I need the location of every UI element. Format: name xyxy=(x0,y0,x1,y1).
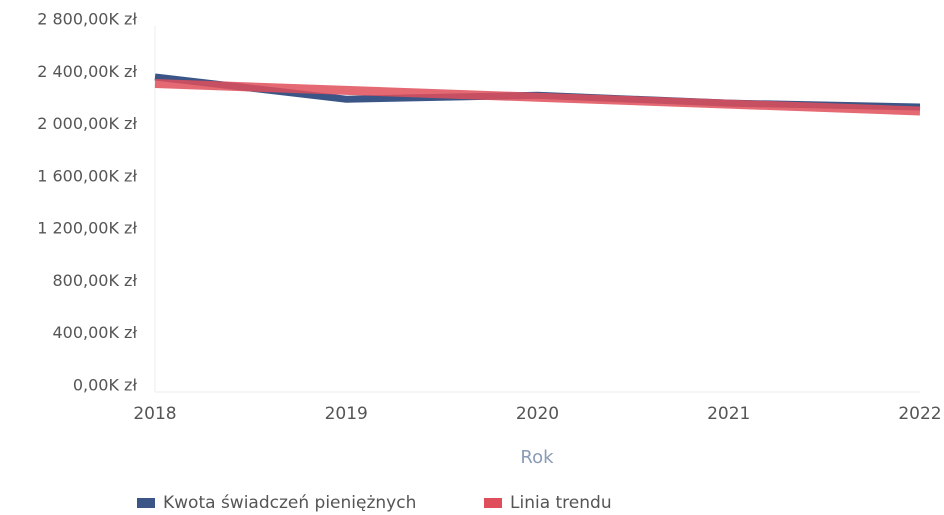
legend-label: Linia trendu xyxy=(510,493,612,513)
series-line xyxy=(154,79,921,116)
x-tick-label: 2022 xyxy=(898,404,941,424)
y-tick-label: 800,00K zł xyxy=(52,271,137,290)
y-tick-label: 2 800,00K zł xyxy=(37,10,137,29)
y-tick-label: 0,00K zł xyxy=(73,376,138,395)
x-axis-title: Rok xyxy=(520,447,554,468)
x-tick-label: 2019 xyxy=(325,404,368,424)
x-tick-label: 2020 xyxy=(516,404,559,424)
legend-swatch xyxy=(484,498,502,508)
y-tick-label: 2 000,00K zł xyxy=(37,114,137,133)
legend-swatch xyxy=(137,498,155,508)
y-tick-label: 1 600,00K zł xyxy=(37,166,137,185)
legend-label: Kwota świadczeń pieniężnych xyxy=(163,493,416,513)
y-tick-label: 400,00K zł xyxy=(52,323,137,342)
x-tick-label: 2018 xyxy=(133,404,176,424)
y-tick-label: 2 400,00K zł xyxy=(37,62,137,81)
y-tick-label: 1 200,00K zł xyxy=(37,219,137,238)
x-tick-label: 2021 xyxy=(707,404,750,424)
